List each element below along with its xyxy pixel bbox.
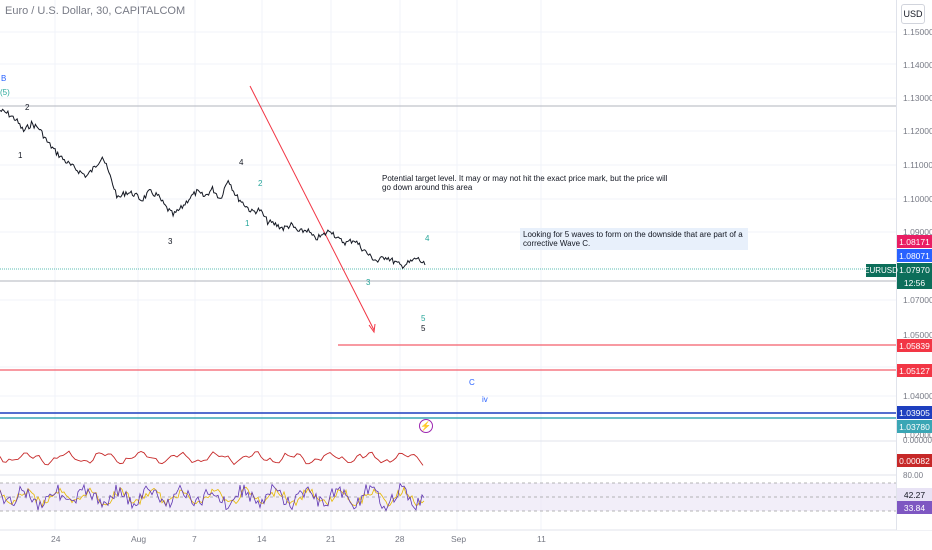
osc-value-tag: 0.00082 — [897, 454, 932, 467]
symbol-tag[interactable]: EURUSD — [864, 264, 898, 277]
trend-arrow-head — [368, 323, 376, 334]
price-tag-last[interactable]: 1.07970 — [897, 263, 932, 276]
wave-label-1[interactable]: 1 — [18, 151, 23, 160]
price-tick: 1.11000 — [903, 160, 932, 170]
time-label: Aug — [131, 534, 147, 544]
price-tick: 1.02000 — [903, 430, 932, 440]
wave-label-minor-4[interactable]: 4 — [425, 234, 430, 243]
price-tag-high[interactable]: 1.08071 — [897, 249, 932, 262]
wave-label-5[interactable]: 5 — [421, 324, 426, 333]
price-tick: 1.10000 — [903, 194, 932, 204]
osc-zero-label: 0.00000 — [903, 436, 932, 445]
price-tick: 1.12000 — [903, 126, 932, 136]
rsi-line[interactable] — [0, 482, 425, 512]
wave-label-minor-1[interactable]: 1 — [245, 219, 250, 228]
wave-label-4[interactable]: 4 — [239, 158, 244, 167]
time-label: 21 — [326, 534, 336, 544]
wave-label-2[interactable]: 2 — [25, 103, 30, 112]
currency-button[interactable]: USD — [901, 4, 925, 24]
rsi-signal-line[interactable] — [0, 485, 425, 509]
price-tag-support-1[interactable]: 1.03905 — [897, 406, 932, 419]
wave-label-C[interactable]: C — [469, 378, 475, 387]
price-tick: 1.09000 — [903, 227, 932, 237]
time-label: 11 — [537, 534, 546, 544]
price-tag-target-1[interactable]: 1.05839 — [897, 339, 932, 352]
wave-label-5-paren[interactable]: (5) — [0, 88, 10, 97]
waves-note[interactable]: Looking for 5 waves to form on the downs… — [520, 228, 748, 250]
time-label: 24 — [51, 534, 61, 544]
rsi-value-tag: 42.27 — [897, 488, 932, 501]
time-label: Sep — [451, 534, 467, 544]
lightning-icon[interactable]: ⚡ — [419, 419, 433, 433]
price-tick: 1.13000 — [903, 93, 932, 103]
wave-label-3[interactable]: 3 — [168, 237, 173, 246]
time-label: 7 — [192, 534, 197, 544]
price-tag-target-2[interactable]: 1.05127 — [897, 364, 932, 377]
price-tag-resistance[interactable]: 1.08171 — [897, 235, 932, 248]
price-tick: 1.05000 — [903, 330, 932, 340]
candle-timer: 12:56 — [897, 276, 932, 289]
price-tick: 1.14000 — [903, 60, 932, 70]
wave-label-iv[interactable]: iv — [482, 395, 488, 404]
price-series-line[interactable] — [0, 108, 426, 270]
wave-label-B[interactable]: B — [1, 74, 7, 83]
time-label: 28 — [395, 534, 405, 544]
wave-label-minor-3[interactable]: 3 — [366, 278, 371, 287]
price-tick: 1.07000 — [903, 295, 932, 305]
rsi-top-label: 80.00 — [903, 471, 924, 480]
target-level-note[interactable]: Potential target level. It may or may no… — [382, 174, 668, 192]
time-label: 14 — [257, 534, 267, 544]
chart-title: Euro / U.S. Dollar, 30, CAPITALCOM — [5, 5, 186, 17]
wave-label-minor-2[interactable]: 2 — [258, 179, 263, 188]
price-tick: 1.04000 — [903, 391, 932, 401]
price-tick: 1.15000 — [903, 27, 932, 37]
rsi-signal-tag: 33.84 — [897, 501, 932, 514]
price-tag-support-2[interactable]: 1.03780 — [897, 420, 932, 433]
trend-arrow[interactable] — [249, 85, 375, 331]
oscillator-line[interactable] — [0, 450, 424, 466]
wave-label-minor-5[interactable]: 5 — [421, 314, 426, 323]
